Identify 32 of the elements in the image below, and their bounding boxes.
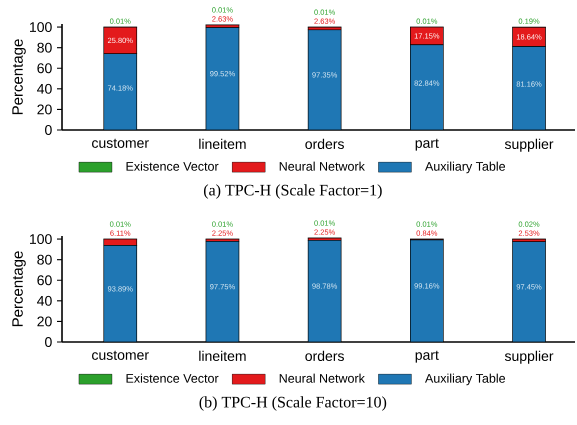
y-axis-title: Percentage (12, 39, 26, 114)
y-tick-label: 100 (30, 22, 52, 32)
y-tick-label: 40 (37, 84, 52, 94)
legend-label: Auxiliary Table (424, 162, 506, 174)
x-tick-label: orders (305, 138, 344, 150)
text: (a) TPC-H (Scale Factor=1) (204, 184, 382, 199)
x-tick-label: supplier (504, 138, 554, 152)
x-tick-label: supplier (504, 350, 554, 364)
y-tick-label: 40 (37, 296, 52, 306)
legend-label: Existence Vector (126, 374, 218, 383)
legend-label: Auxiliary Table (424, 374, 506, 386)
y-tick-label: 60 (37, 275, 52, 286)
y-tick-label: 20 (37, 104, 52, 114)
y-tick-label: 100 (30, 234, 52, 244)
x-tick-label: customer (92, 138, 149, 148)
x-tick-label: part (416, 138, 439, 151)
x-tick-label: orders (305, 350, 344, 362)
y-tick-label: 20 (37, 316, 52, 326)
y-tick-label: 60 (37, 63, 52, 74)
x-tick-label: lineitem (199, 350, 246, 362)
x-tick-label: lineitem (199, 138, 246, 150)
y-tick-label: 0 (45, 337, 52, 347)
legend-label: Neural Network (280, 374, 365, 383)
text: (b) TPC-H (Scale Factor=10) (200, 396, 386, 411)
y-tick-label: 0 (45, 125, 52, 135)
y-axis-title: Percentage (12, 251, 26, 326)
y-tick-label: 80 (37, 254, 52, 265)
x-tick-label: customer (92, 350, 149, 360)
y-tick-label: 80 (37, 42, 52, 53)
legend-label: Neural Network (280, 162, 365, 171)
legend-label: Existence Vector (126, 162, 218, 171)
x-tick-label: part (416, 350, 439, 363)
